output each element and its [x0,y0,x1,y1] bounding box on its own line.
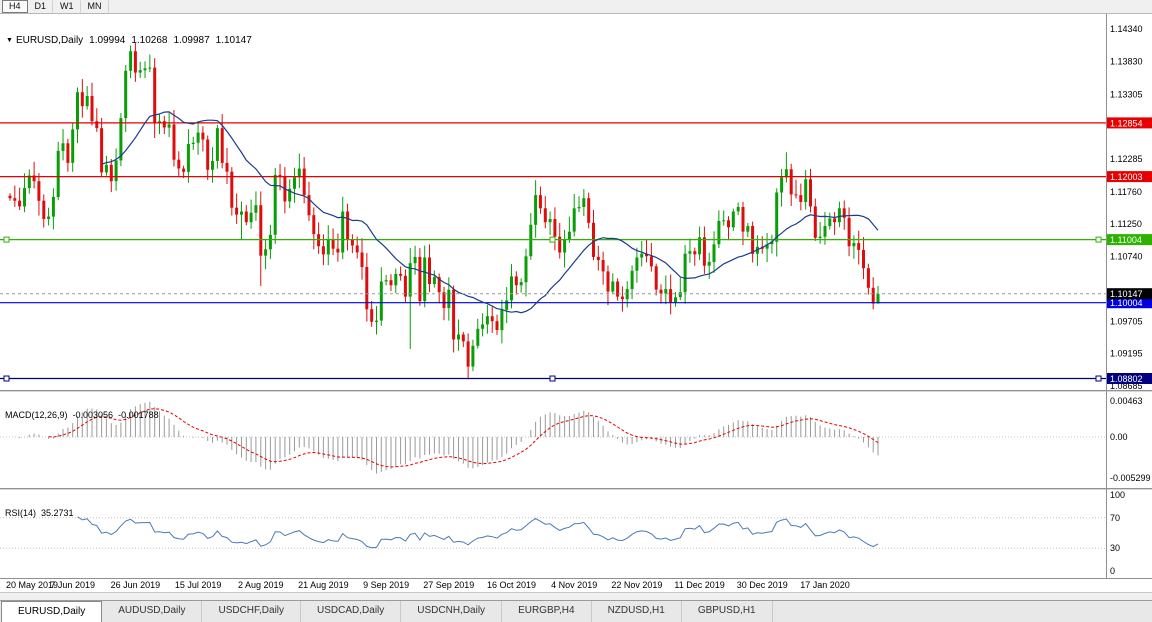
date-tick-label: 11 Dec 2019 [674,580,724,590]
tab-usdcad-daily[interactable]: USDCAD,Daily [301,601,402,622]
price-level-badge [1107,234,1152,246]
chart-tab-bar: EURUSD,Daily AUDUSD,Daily USDCHF,Daily U… [0,600,1152,622]
price-level-badge [1107,117,1152,129]
macd-signal-value: -0.001788 [118,410,159,420]
price-tick-label: 1.12285 [1110,154,1143,164]
macd-name: MACD(12,26,9) [5,410,68,420]
macd-main-value: -0.003056 [72,410,114,420]
tab-eurusd-daily[interactable]: EURUSD,Daily [1,601,103,622]
tab-eurgbp-h4[interactable]: EURGBP,H4 [502,601,592,622]
date-tick-label: 22 Nov 2019 [611,580,662,590]
bar-high-value: 1.10268 [131,35,168,46]
bar-close-value: 1.10147 [215,35,252,46]
price-tick-label: 1.11250 [1110,219,1142,229]
date-tick-label: 30 Dec 2019 [737,580,788,590]
tab-audusd-daily[interactable]: AUDUSD,Daily [102,601,203,622]
date-tick-label: 15 Jul 2019 [175,580,222,590]
moving-average-line [101,111,879,314]
timeframe-button-w1[interactable]: W1 [53,0,81,13]
svg-text:1.08802: 1.08802 [1110,374,1143,384]
candles-layer [8,43,880,380]
line-selection-handle [1095,375,1102,382]
date-tick-label: 4 Nov 2019 [551,580,597,590]
line-selection-handle [1095,236,1102,243]
rsi-name: RSI(14) [5,508,37,518]
price-level-badge [1107,171,1152,183]
svg-text:1.10147: 1.10147 [1110,289,1143,299]
macd-axis-labels: 0.00463 0.00 -0.005299 [1110,396,1151,483]
line-selection-handle [3,375,10,382]
date-tick-label: 16 Oct 2019 [487,580,536,590]
rsi-value: 35.2731 [41,508,74,518]
chart-canvas[interactable]: 1.14340 1.13830 1.13305 1.12285 1.11760 1.112… [0,14,1152,592]
macd-indicator-label: MACD(12,26,9) -0.003056 -0.001788 [5,410,159,420]
timeframe-button-d1[interactable]: D1 [28,0,54,13]
date-tick-label: 17 Jan 2020 [800,580,850,590]
bid-price-badge [1107,288,1152,300]
rsi-tick-label: 0 [1110,566,1115,576]
rsi-tick-label: 100 [1110,490,1125,500]
date-tick-label: 9 Sep 2019 [363,580,409,590]
date-tick-label: 27 Sep 2019 [423,580,474,590]
rsi-tick-label: 70 [1110,513,1120,523]
chart-title: ▼ EURUSD,Daily 1.09994 1.10268 1.09987 1.1014… [6,35,252,46]
tab-nzdusd-h1[interactable]: NZDUSD,H1 [592,601,682,622]
line-selection-handle [3,236,10,243]
price-tick-label: 1.11760 [1110,187,1142,197]
price-tick-label: 1.13830 [1110,56,1143,66]
bar-low-value: 1.09987 [173,35,210,46]
timeframe-button-h4[interactable]: H4 [2,0,28,13]
price-tick-label: 1.09705 [1110,317,1143,327]
date-tick-label: 21 Aug 2019 [298,580,349,590]
tab-gbpusd-h1[interactable]: GBPUSD,H1 [682,601,773,622]
horizontal-scrollbar[interactable] [0,592,1152,600]
price-tick-label: 1.08685 [1110,381,1143,391]
rsi-indicator-label: RSI(14) 35.2731 [5,508,74,518]
svg-text:1.12003: 1.12003 [1110,172,1143,182]
date-tick-label: 26 Jun 2019 [111,580,161,590]
timeframe-toolbar: H4 D1 W1 MN [0,0,1152,14]
price-level-badge [1107,373,1152,384]
bar-open-value: 1.09994 [89,35,126,46]
macd-tick-label: 0.00 [1110,432,1128,442]
chart-menu-icon[interactable]: ▼ [6,37,13,44]
svg-text:1.10004: 1.10004 [1110,298,1143,308]
price-level-badge [1107,297,1152,309]
date-tick-label: 2 Aug 2019 [238,580,284,590]
date-tick-label: 7 Jun 2019 [50,580,95,590]
macd-tick-label: -0.005299 [1110,473,1151,483]
macd-tick-label: 0.00463 [1110,396,1143,406]
chart-area: 1.14340 1.13830 1.13305 1.12285 1.11760 1.112… [0,14,1152,592]
price-tick-label: 1.09195 [1110,349,1143,359]
price-tick-label: 1.13305 [1110,89,1143,99]
chart-symbol-label: EURUSD,Daily [15,35,84,46]
price-axis-labels: 1.14340 1.13830 1.13305 1.12285 1.11760 1.112… [1110,24,1143,391]
line-selection-handle [549,375,556,382]
rsi-tick-label: 30 [1110,543,1120,553]
date-tick-label: 20 May 2019 [6,580,58,590]
macd-histogram [14,401,879,474]
rsi-axis-labels: 100 70 30 0 [1110,490,1125,576]
svg-text:1.12854: 1.12854 [1110,118,1143,128]
timeframe-button-mn[interactable]: MN [81,0,109,13]
line-selection-handle [549,236,556,243]
tab-usdcnh-daily[interactable]: USDCNH,Daily [401,601,503,622]
tab-usdchf-daily[interactable]: USDCHF,Daily [202,601,302,622]
price-tick-label: 1.14340 [1110,24,1143,34]
price-tick-label: 1.10740 [1110,251,1143,261]
svg-text:1.11004: 1.11004 [1110,235,1142,245]
rsi-line [77,516,879,549]
